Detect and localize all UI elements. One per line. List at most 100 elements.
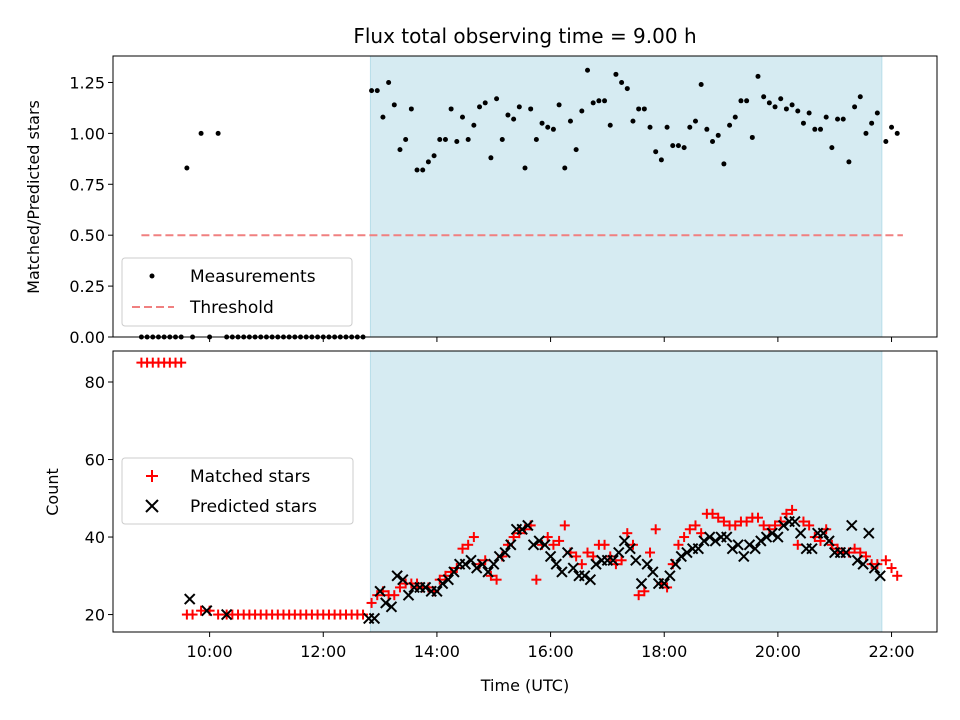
y-tick-label: 0.50 — [69, 226, 105, 245]
predicted-star-point — [675, 550, 687, 563]
measurement-point — [585, 67, 591, 73]
matched-star-point — [880, 555, 891, 566]
measurement-point — [528, 106, 534, 112]
measurement-point — [403, 136, 409, 142]
measurement-point — [198, 130, 204, 136]
predicted-star-point — [544, 550, 557, 563]
measurement-point — [766, 100, 772, 106]
measurement-point — [715, 132, 721, 138]
matched-star-point — [741, 516, 752, 527]
measurement-point — [391, 102, 397, 108]
predicted-star-point — [840, 546, 852, 559]
measurement-point — [829, 145, 835, 151]
matched-star-point — [815, 535, 826, 546]
measurement-point — [783, 106, 789, 112]
matched-star-point — [713, 512, 724, 523]
matched-star-point — [639, 586, 650, 597]
matched-star-point — [798, 516, 809, 527]
measurement-point — [664, 124, 670, 130]
measurement-point — [533, 136, 539, 142]
predicted-star-point — [630, 554, 642, 567]
measurement-point — [823, 114, 829, 120]
measurement-point — [539, 120, 545, 126]
matched-star-point — [389, 590, 400, 601]
measurement-point — [397, 147, 403, 153]
bottom-legend-box — [121, 457, 354, 525]
measurement-point — [675, 143, 681, 149]
predicted-star-point — [527, 539, 540, 551]
x-tick-label: 18:00 — [641, 642, 687, 661]
measurement-point — [448, 106, 454, 112]
top-legend: Measurements Threshold — [121, 257, 353, 327]
predicted-star-point — [550, 558, 562, 570]
measurement-point — [499, 136, 505, 142]
bottom-plot-frame — [112, 350, 938, 633]
predicted-star-point — [391, 570, 403, 582]
predicted-star-point — [448, 566, 460, 578]
predicted-star-point — [755, 535, 767, 547]
predicted-star-point — [442, 573, 454, 586]
predicted-star-point — [402, 589, 415, 601]
measurement-point — [369, 88, 375, 94]
predicted-star-point — [726, 542, 739, 555]
predicted-star-point — [766, 527, 778, 539]
x-tick-label: 10:00 — [187, 642, 233, 661]
matched-star-point — [599, 539, 610, 550]
y-tick-label: 0.00 — [69, 328, 105, 347]
predicted-star-point — [459, 558, 472, 570]
x-tick-label: 12:00 — [300, 642, 346, 661]
measurement-point — [522, 165, 528, 171]
bottom-y-axis-label: Count — [43, 468, 62, 516]
predicted-star-point — [613, 546, 625, 559]
measurement-point — [687, 124, 693, 130]
predicted-star-point — [374, 585, 386, 598]
matched-star-point — [508, 532, 519, 543]
predicted-star-point — [584, 573, 597, 586]
legend-predicted-label: Predicted stars — [190, 497, 317, 517]
predicted-star-point — [721, 531, 733, 543]
measurement-point — [477, 104, 483, 110]
measurement-point — [818, 126, 824, 132]
measurement-point — [806, 110, 812, 116]
predicted-star-point — [806, 542, 818, 555]
predicted-star-point — [184, 593, 196, 605]
predicted-star-point — [470, 562, 483, 574]
predicted-star-point — [499, 546, 511, 559]
top-legend-box — [121, 257, 353, 327]
predicted-star-point — [618, 535, 631, 547]
predicted-star-point — [823, 535, 835, 547]
measurement-point — [812, 126, 818, 132]
x-tick-label: 14:00 — [414, 642, 460, 661]
matched-star-point — [358, 609, 369, 620]
measurement-point — [698, 82, 704, 88]
measurement-point — [374, 88, 380, 94]
predicted-star-point — [851, 554, 864, 567]
measurement-point — [738, 98, 744, 104]
predicted-star-point — [789, 515, 801, 528]
predicted-star-point — [436, 577, 449, 590]
measurement-point — [408, 106, 414, 112]
bottom-observing-span — [369, 350, 883, 633]
measurement-point — [852, 104, 858, 110]
measurement-point — [778, 96, 784, 102]
measurement-point — [459, 114, 465, 120]
measurement-point — [636, 106, 642, 112]
y-tick-label: 1.25 — [69, 73, 105, 92]
measurement-point — [883, 139, 889, 145]
measurement-point — [556, 102, 562, 108]
matched-star-point — [554, 535, 565, 546]
measurement-point — [494, 96, 500, 102]
measurement-point — [488, 155, 494, 161]
measurement-point — [505, 112, 511, 118]
measurement-point — [619, 79, 625, 85]
measurement-point — [889, 124, 895, 130]
predicted-star-point — [397, 573, 409, 586]
matched-star-point — [690, 520, 701, 531]
measurement-point — [607, 122, 613, 128]
measurement-point — [590, 100, 596, 106]
matched-star-point — [213, 609, 224, 620]
matched-star-point — [196, 605, 207, 616]
matched-star-point — [730, 520, 741, 531]
predicted-star-point — [624, 542, 636, 555]
